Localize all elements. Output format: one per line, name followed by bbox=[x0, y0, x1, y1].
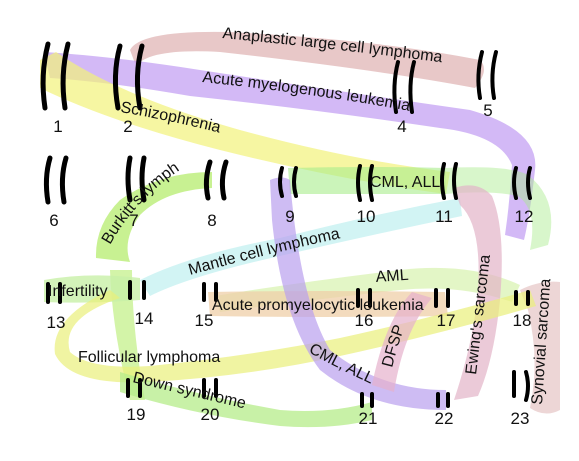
label-mantle-cell-lymphoma: Mantle cell lymphoma bbox=[187, 225, 342, 278]
chromosome-number: 2 bbox=[123, 117, 132, 136]
chromosome-number: 7 bbox=[129, 211, 138, 230]
chromosome-number: 14 bbox=[135, 309, 154, 328]
chromosome-number: 23 bbox=[511, 409, 530, 428]
chromosome-18 bbox=[514, 290, 530, 306]
chromosome-17 bbox=[434, 288, 450, 308]
chromosome-7 bbox=[125, 155, 147, 203]
label-aml: AML bbox=[375, 267, 409, 286]
chromosome-number: 11 bbox=[435, 207, 453, 226]
label-acute-promyelocytic-leukemia: Acute promyelocytic leukemia bbox=[212, 297, 424, 314]
band-synovial-sarcoma bbox=[520, 281, 560, 414]
chromosome-13 bbox=[46, 282, 62, 304]
chromosome-4 bbox=[392, 60, 416, 114]
chromosome-number: 21 bbox=[359, 409, 378, 428]
band-dfsp bbox=[372, 292, 432, 392]
chromosome-11 bbox=[440, 162, 458, 200]
band-cml-all-upper bbox=[288, 167, 446, 194]
chromosome-2 bbox=[112, 43, 145, 111]
chromosome-22 bbox=[436, 392, 450, 408]
band-acute-promyelocytic-leukemia bbox=[208, 291, 448, 317]
bands bbox=[40, 31, 560, 428]
chromosome-number: 8 bbox=[207, 211, 216, 230]
chromosome-number: 19 bbox=[127, 405, 146, 424]
chromosome-19 bbox=[126, 378, 142, 398]
chromosome-number: 5 bbox=[483, 101, 492, 120]
chromosome-12 bbox=[512, 166, 532, 200]
chromosome-15 bbox=[202, 282, 218, 302]
label-follicular-lymphoma: Follicular lymphoma bbox=[78, 349, 220, 366]
band-schizophrenia bbox=[40, 52, 450, 194]
chromosome-21 bbox=[360, 392, 374, 408]
band-follicular-lymphoma bbox=[54, 290, 536, 383]
label-cml-all-upper: CML, ALL bbox=[370, 174, 440, 191]
chromosome-5 bbox=[476, 50, 498, 100]
chromosome-number: 17 bbox=[437, 311, 456, 330]
band-ewings-sarcoma bbox=[454, 185, 502, 400]
chromosome-number: 22 bbox=[435, 409, 454, 428]
chromosome-number: 6 bbox=[49, 211, 58, 230]
chromosome-23 bbox=[512, 370, 530, 402]
chromosome-number: 16 bbox=[355, 311, 374, 330]
chromosome-number: 12 bbox=[515, 207, 534, 226]
band-cml-all-lower bbox=[270, 177, 446, 410]
chromosome-1 bbox=[40, 41, 71, 111]
band-acute-myelogenous-leukemia bbox=[44, 52, 536, 240]
chromosome-numbers: 1 2 4 5 6 7 8 9 10 11 12 13 14 15 16 17 … bbox=[47, 101, 534, 428]
chromosome-number: 20 bbox=[201, 405, 220, 424]
chromosome-glyphs bbox=[40, 41, 532, 408]
chromosome-20 bbox=[202, 378, 218, 398]
band-down-syndrome bbox=[120, 372, 372, 428]
chromosome-number: 4 bbox=[397, 117, 406, 136]
chromosome-8 bbox=[203, 159, 229, 201]
band-mantle-cell-lymphoma bbox=[140, 198, 462, 296]
chromosome-6 bbox=[43, 155, 69, 205]
chromosome-16 bbox=[356, 288, 372, 308]
band-burkitts-lymphoma bbox=[95, 172, 212, 262]
label-infertility: Infertility bbox=[48, 283, 108, 300]
chromosome-number: 9 bbox=[285, 207, 294, 226]
chromosome-number: 13 bbox=[47, 313, 66, 332]
chromosome-14 bbox=[128, 280, 146, 300]
chromosome-number: 15 bbox=[195, 311, 214, 330]
chromosome-number: 18 bbox=[513, 311, 532, 330]
chromosome-9 bbox=[278, 166, 298, 198]
chromosome-number: 10 bbox=[357, 207, 376, 226]
chromosome-10 bbox=[356, 164, 374, 202]
chromosome-number: 1 bbox=[53, 117, 62, 136]
